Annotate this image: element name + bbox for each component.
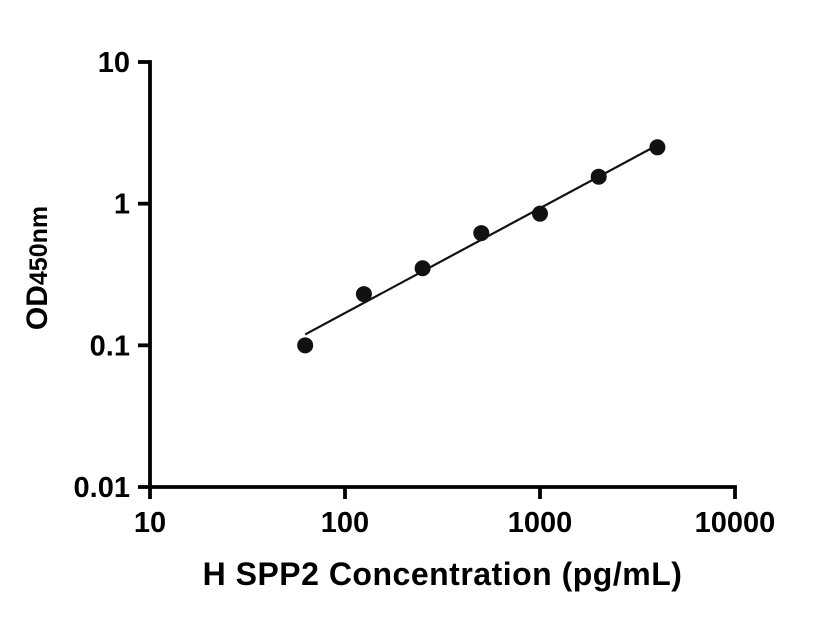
y-tick-label: 0.1: [90, 330, 130, 362]
y-tick-label: 10: [98, 47, 130, 79]
y-axis-title-main: OD: [21, 285, 54, 331]
data-point: [414, 260, 431, 277]
data-point: [590, 168, 607, 185]
x-axis-title: H SPP2 Concentration (pg/mL): [202, 556, 683, 592]
x-tick-label: 10000: [695, 507, 776, 539]
data-point: [355, 286, 372, 303]
y-tick-label: 1: [114, 189, 130, 221]
y-axis-title-sub: 450nm: [25, 205, 53, 286]
y-tick-label: 0.01: [74, 472, 130, 504]
data-point: [532, 205, 548, 222]
x-tick-label: 100: [321, 507, 369, 539]
data-point: [297, 337, 314, 354]
data-point: [473, 225, 490, 242]
y-axis-title: OD450nm: [21, 206, 55, 330]
x-tick-label: 1000: [508, 507, 573, 539]
x-tick-label: 10: [134, 507, 166, 539]
data-point: [649, 139, 666, 156]
